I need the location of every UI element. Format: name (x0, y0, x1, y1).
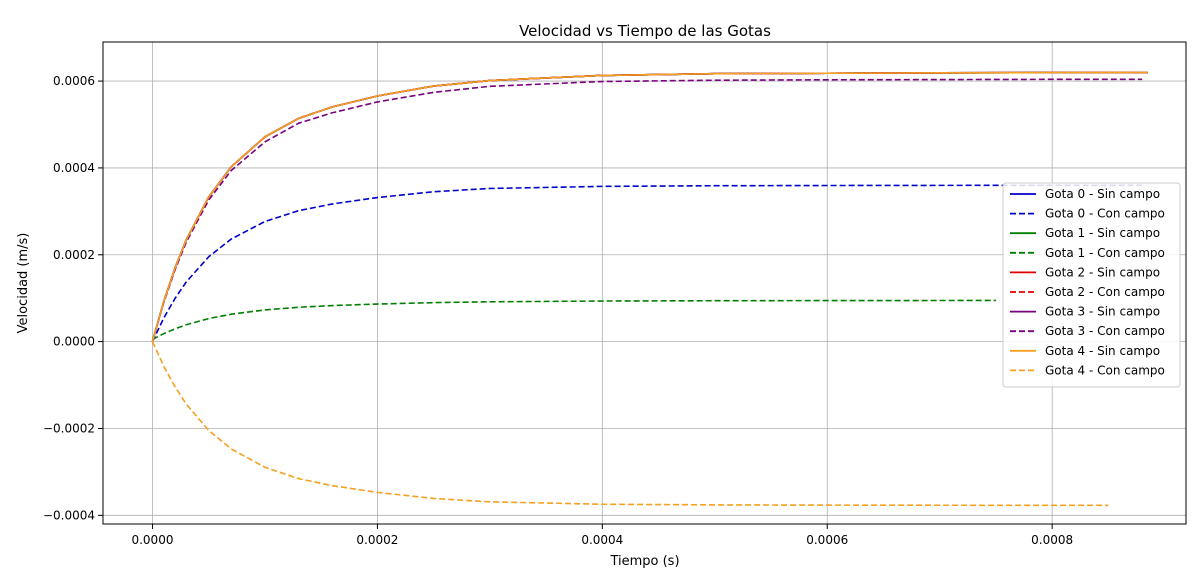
legend-entry: Gota 3 - Con campo (1045, 324, 1165, 338)
y-axis: −0.0004 −0.0002 0.0000 0.0002 0.0004 0.0006 (43, 74, 103, 522)
x-tick-label: 0.0000 (131, 533, 173, 547)
y-tick-label: 0.0002 (53, 248, 95, 262)
series-line-0 (151, 71, 1148, 342)
series-line-2 (151, 71, 1148, 342)
legend-entry: Gota 4 - Con campo (1045, 363, 1165, 377)
series-line-9 (151, 341, 1109, 507)
y-tick-label: −0.0002 (43, 421, 95, 435)
legend-entry: Gota 4 - Sin campo (1045, 344, 1160, 358)
legend: Gota 0 - Sin campo Gota 0 - Con campo Gota… (1002, 182, 1181, 388)
legend-entry: Gota 3 - Sin campo (1045, 305, 1160, 319)
legend-entry: Gota 2 - Con campo (1045, 285, 1165, 299)
series-line-7 (151, 78, 1143, 342)
legend-entry: Gota 0 - Sin campo (1045, 187, 1160, 201)
series-layer (151, 71, 1148, 507)
series-line-6 (151, 71, 1148, 342)
series-line-5 (151, 71, 1148, 342)
series-line-1 (151, 184, 1143, 342)
legend-entry: Gota 2 - Sin campo (1045, 265, 1160, 279)
x-tick-label: 0.0002 (356, 533, 398, 547)
x-tick-label: 0.0006 (806, 533, 848, 547)
legend-entry: Gota 1 - Sin campo (1045, 226, 1160, 240)
series-line-3 (152, 299, 996, 341)
x-tick-label: 0.0004 (581, 533, 623, 547)
y-tick-label: −0.0004 (43, 508, 95, 522)
chart-title: Velocidad vs Tiempo de las Gotas (519, 22, 771, 40)
x-tick-label: 0.0008 (1031, 533, 1073, 547)
legend-entry: Gota 1 - Con campo (1045, 246, 1165, 260)
legend-box (1002, 182, 1181, 388)
legend-entry: Gota 0 - Con campo (1045, 207, 1165, 221)
y-axis-label: Velocidad (m/s) (16, 233, 31, 334)
y-tick-label: 0.0004 (53, 161, 95, 175)
plot-frame (102, 41, 1187, 525)
series-line-8 (151, 71, 1148, 342)
x-axis: 0.0000 0.0002 0.0004 0.0006 0.0008 (131, 524, 1073, 547)
series-line-4 (151, 71, 1148, 342)
y-tick-label: 0.0000 (53, 335, 95, 349)
y-tick-label: 0.0006 (53, 74, 95, 88)
x-axis-label: Tiempo (s) (609, 554, 679, 569)
